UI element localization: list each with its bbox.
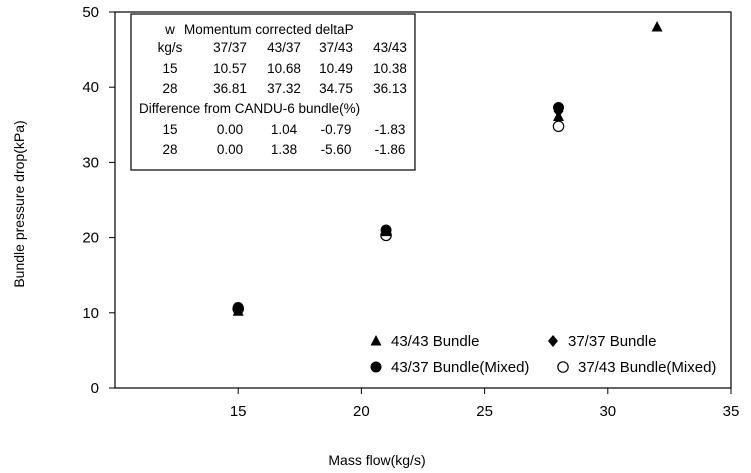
- legend-label: 43/37 Bundle(Mixed): [391, 359, 529, 376]
- table-cell: 28: [162, 142, 177, 157]
- table-cell: -1.86: [375, 142, 406, 157]
- x-tick-label: 30: [599, 403, 616, 420]
- legend-label: 37/37 Bundle: [568, 333, 656, 350]
- plot-frame: [114, 11, 732, 389]
- table-cell: 28: [162, 81, 177, 96]
- table-cell: 37/43: [319, 40, 353, 55]
- data-point-filled-circle: [380, 224, 392, 236]
- table-cell: 15: [162, 61, 177, 76]
- table-cell: 36.81: [213, 81, 247, 96]
- table-cell: 37.32: [267, 81, 301, 96]
- data-point-filled-circle: [553, 102, 565, 114]
- table-cell: 37/37: [213, 40, 247, 55]
- legend-marker-diamond: [548, 335, 558, 347]
- legend-label: 37/43 Bundle(Mixed): [578, 359, 716, 376]
- legend-label: 43/43 Bundle: [391, 333, 479, 350]
- y-tick-label: 0: [91, 380, 99, 397]
- y-tick-label: 30: [82, 154, 99, 171]
- axes: [109, 11, 732, 394]
- x-axis-label: Mass flow(kg/s): [328, 452, 425, 468]
- table-cell: 0.00: [217, 122, 243, 137]
- table-cell: -5.60: [321, 142, 352, 157]
- data-points: [232, 21, 663, 316]
- y-tick-label: 20: [82, 230, 99, 247]
- data-point-filled-circle: [232, 302, 244, 314]
- y-tick-label: 40: [82, 79, 99, 96]
- y-axis-label: Bundle pressure drop(kPa): [11, 120, 27, 287]
- table-cell: 43/43: [373, 40, 407, 55]
- table-cell: 10.57: [213, 61, 247, 76]
- data-point-open-circle: [552, 120, 565, 133]
- legend-marker-open-circle: [557, 361, 569, 373]
- legend: 43/43 Bundle 37/37 Bundle 43/37 Bundle(Mix…: [362, 326, 729, 386]
- inset-table-frame: [130, 13, 416, 171]
- y-tick-label: 50: [82, 4, 99, 21]
- x-tick-label: 35: [723, 403, 740, 420]
- table-cell: 10.38: [373, 61, 407, 76]
- table-cell: 10.49: [319, 61, 353, 76]
- x-tick-label: 25: [476, 403, 493, 420]
- table-header: Momentum corrected deltaP: [184, 22, 354, 37]
- table-cell: 0.00: [217, 142, 243, 157]
- x-tick-label: 15: [230, 403, 247, 420]
- table-cell: w: [164, 22, 175, 37]
- y-tick-label: 10: [82, 305, 99, 322]
- axis-labels: Mass flow(kg/s) Bundle pressure drop(kPa…: [11, 120, 426, 468]
- legend-marker-triangle: [370, 335, 382, 346]
- table-cell: 1.38: [271, 142, 297, 157]
- table-cell: 34.75: [319, 81, 353, 96]
- table-cell: kg/s: [158, 40, 183, 55]
- table-cell: -0.79: [321, 122, 352, 137]
- x-tick-label: 20: [353, 403, 370, 420]
- table-cell: 43/37: [267, 40, 301, 55]
- table-header: Difference from CANDU-6 bundle(%): [139, 101, 360, 116]
- table-cell: 10.68: [267, 61, 301, 76]
- legend-background: [362, 326, 729, 386]
- data-point-triangle: [651, 21, 663, 32]
- tick-labels: 15 20 25 30 35 0 10 20 30 40 50: [82, 4, 739, 420]
- table-cell: 1.04: [271, 122, 298, 137]
- table-cell: 15: [162, 122, 177, 137]
- table-cell: -1.83: [375, 122, 406, 137]
- legend-marker-filled-circle: [370, 361, 382, 373]
- table-cell: 36.13: [373, 81, 407, 96]
